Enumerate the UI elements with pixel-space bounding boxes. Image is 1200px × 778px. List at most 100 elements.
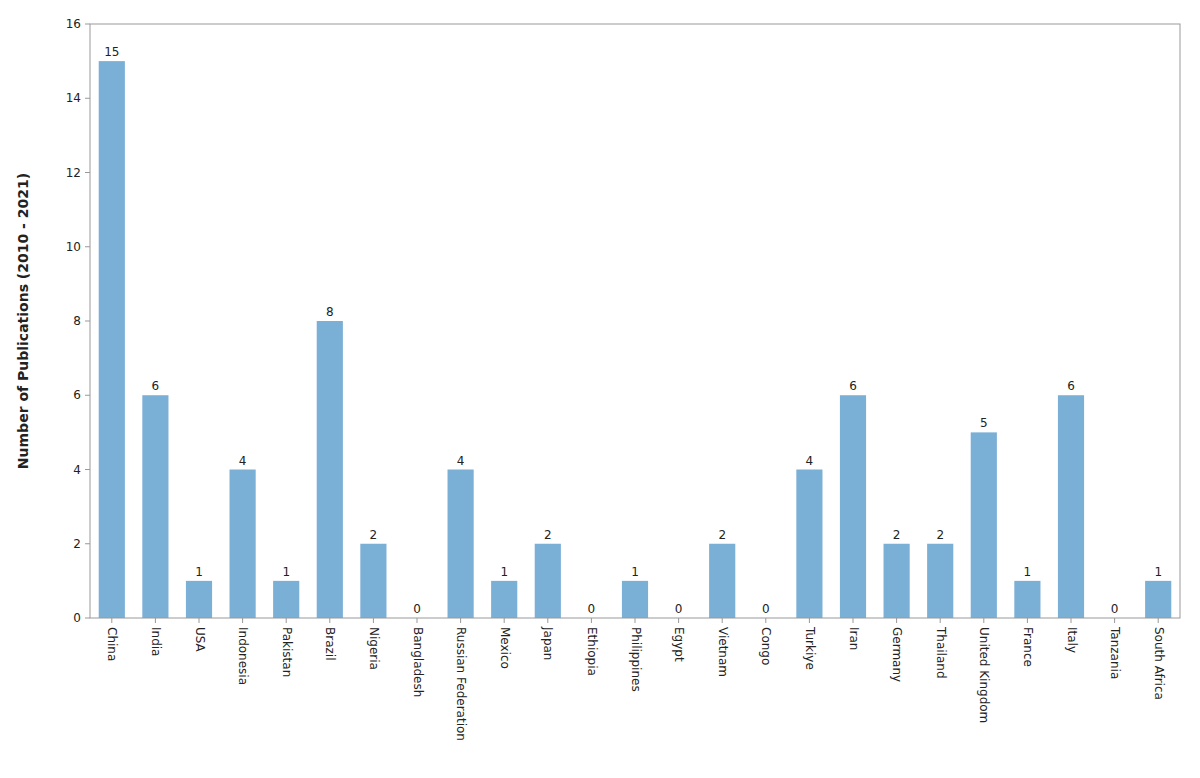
x-tick-label: India [149, 627, 163, 656]
x-tick [286, 618, 287, 623]
data-label: 2 [718, 528, 726, 542]
data-label: 0 [675, 602, 683, 616]
bar [796, 470, 822, 619]
x-tick [460, 618, 461, 623]
x-tick [417, 618, 418, 623]
x-tick-label: Iran [847, 627, 861, 650]
x-tick [199, 618, 200, 623]
bar [709, 544, 735, 618]
data-label: 2 [893, 528, 901, 542]
y-tick-label: 6 [73, 388, 81, 402]
y-tick [85, 618, 90, 619]
chart-container: 156141820412010204622516010246810121416C… [0, 0, 1200, 778]
bar [99, 61, 125, 618]
y-tick [85, 172, 90, 173]
data-label: 5 [980, 416, 988, 430]
x-tick [373, 618, 374, 623]
x-tick [896, 618, 897, 623]
bar [840, 395, 866, 618]
x-tick-label: Nigeria [367, 627, 381, 670]
data-label: 2 [936, 528, 944, 542]
y-tick [85, 395, 90, 396]
data-label: 1 [1154, 565, 1162, 579]
bar [273, 581, 299, 618]
x-tick-label: Indonesia [236, 627, 250, 685]
data-label: 6 [152, 379, 160, 393]
x-tick-label: South Africa [1152, 627, 1166, 700]
y-tick [85, 246, 90, 247]
x-tick [1158, 618, 1159, 623]
x-tick-label: Ethiopia [585, 627, 599, 676]
bar [448, 470, 474, 619]
plot-frame [90, 24, 1180, 618]
x-tick [809, 618, 810, 623]
bar [491, 581, 517, 618]
data-label: 4 [457, 454, 465, 468]
bar [360, 544, 386, 618]
x-tick [765, 618, 766, 623]
y-tick-label: 10 [66, 240, 81, 254]
x-tick-label: Egypt [672, 627, 686, 662]
x-tick-label: Thailand [934, 626, 948, 679]
y-tick-label: 0 [73, 611, 81, 625]
y-tick [85, 24, 90, 25]
chart-svg: 156141820412010204622516010246810121416C… [0, 0, 1200, 778]
x-tick [983, 618, 984, 623]
x-tick-label: China [105, 627, 119, 661]
x-tick-label: Tanzania [1108, 626, 1122, 679]
x-tick-label: Vietnam [716, 627, 730, 677]
x-tick-label: Mexico [498, 627, 512, 669]
y-tick-label: 14 [66, 91, 81, 105]
bar [142, 395, 168, 618]
bar [317, 321, 343, 618]
x-tick-label: USA [193, 627, 207, 653]
x-tick-label: Italy [1065, 627, 1079, 653]
x-tick [155, 618, 156, 623]
data-label: 6 [1067, 379, 1075, 393]
data-label: 0 [1111, 602, 1119, 616]
x-tick-label: Germany [890, 627, 904, 682]
data-label: 4 [239, 454, 247, 468]
x-tick [853, 618, 854, 623]
data-label: 15 [104, 45, 119, 59]
bar [927, 544, 953, 618]
data-label: 0 [762, 602, 770, 616]
x-tick [1071, 618, 1072, 623]
data-label: 1 [500, 565, 508, 579]
y-tick-label: 8 [73, 314, 81, 328]
y-tick-label: 4 [73, 463, 81, 477]
x-tick-label: United Kingdom [977, 627, 991, 723]
x-tick-label: Turkiye [803, 626, 817, 670]
x-tick [722, 618, 723, 623]
bar [230, 470, 256, 619]
x-tick-label: Brazil [323, 627, 337, 661]
y-tick [85, 98, 90, 99]
x-tick [504, 618, 505, 623]
x-tick [1027, 618, 1028, 623]
data-label: 0 [413, 602, 421, 616]
x-tick-label: Russian Federation [454, 627, 468, 741]
x-tick [242, 618, 243, 623]
bar [1058, 395, 1084, 618]
bar [971, 432, 997, 618]
bar [1145, 581, 1171, 618]
x-tick [635, 618, 636, 623]
x-tick [940, 618, 941, 623]
x-tick [111, 618, 112, 623]
y-tick-label: 12 [66, 166, 81, 180]
data-label: 8 [326, 305, 334, 319]
data-label: 1 [195, 565, 203, 579]
data-label: 1 [282, 565, 290, 579]
bar [884, 544, 910, 618]
y-tick [85, 469, 90, 470]
x-tick-label: Pakistan [280, 627, 294, 677]
y-tick [85, 321, 90, 322]
x-tick [329, 618, 330, 623]
y-axis-label: Number of Publications (2010 - 2021) [15, 173, 31, 469]
data-label: 1 [1024, 565, 1032, 579]
y-tick [85, 543, 90, 544]
data-label: 2 [370, 528, 378, 542]
y-tick-label: 2 [73, 537, 81, 551]
x-tick [547, 618, 548, 623]
bar [1014, 581, 1040, 618]
